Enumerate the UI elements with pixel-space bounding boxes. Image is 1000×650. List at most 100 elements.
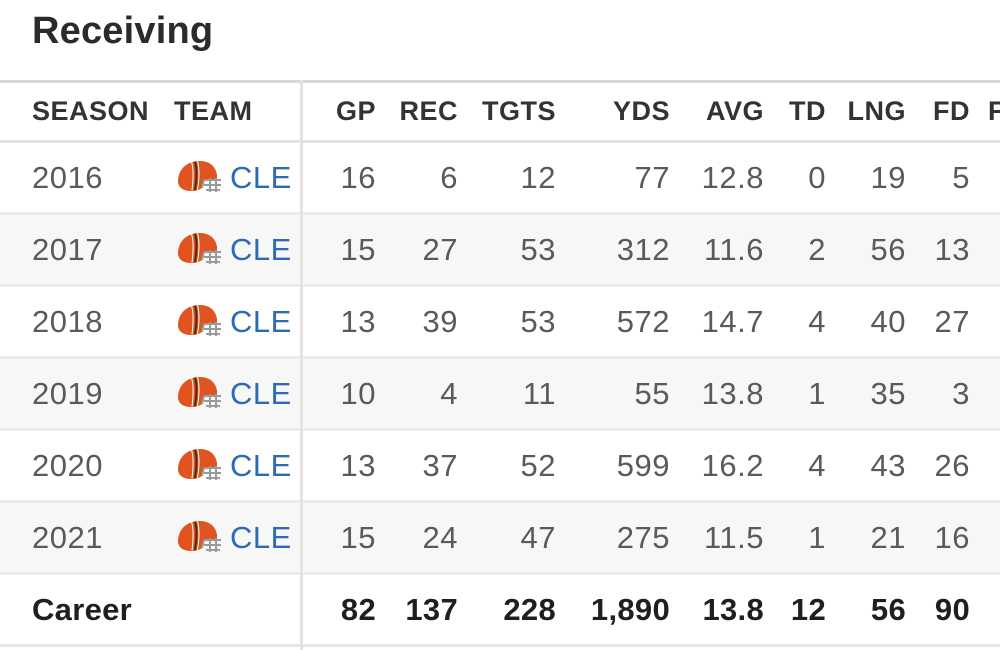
fd-cell: 16 bbox=[934, 519, 970, 555]
lng-cell: 43 bbox=[870, 447, 906, 483]
td-cell: 4 bbox=[808, 303, 826, 339]
fd-cell: 3 bbox=[952, 375, 970, 411]
yds-cell: 572 bbox=[616, 303, 670, 339]
col-header-avg[interactable]: AVG bbox=[705, 96, 764, 126]
rec-cell: 6 bbox=[440, 159, 458, 195]
gp-cell: 16 bbox=[340, 159, 376, 195]
yds-cell: 77 bbox=[634, 159, 670, 195]
yds-cell: 55 bbox=[634, 375, 670, 411]
lng-cell: 56 bbox=[870, 231, 906, 267]
col-header-team[interactable]: TEAM bbox=[174, 96, 253, 126]
col-header-rec[interactable]: REC bbox=[399, 96, 458, 126]
lng-cell: 40 bbox=[870, 303, 906, 339]
team-cell: CLE bbox=[174, 503, 302, 572]
col-header-fd[interactable]: FD bbox=[933, 96, 970, 126]
fd-cell: 26 bbox=[934, 447, 970, 483]
rec-cell: 37 bbox=[422, 447, 458, 483]
table-header-row: SEASON TEAM GP REC TGTS YDS AVG TD LNG F… bbox=[0, 80, 1000, 143]
avg-cell: 16.2 bbox=[701, 447, 764, 483]
td-cell: 1 bbox=[808, 519, 826, 555]
lng-cell: 19 bbox=[870, 159, 906, 195]
browns-helmet-icon bbox=[174, 302, 224, 342]
col-header-extra[interactable]: F bbox=[988, 96, 1000, 126]
team-link[interactable]: CLE bbox=[230, 303, 292, 339]
rec-cell: 4 bbox=[440, 375, 458, 411]
season-cell: 2018 bbox=[32, 303, 103, 339]
browns-helmet-icon bbox=[174, 230, 224, 270]
table-row: 2016 CLE 16 6 12 77 12.8 0 19 5 bbox=[0, 143, 1000, 215]
career-tgts: 228 bbox=[503, 591, 556, 627]
season-cell: 2020 bbox=[32, 447, 103, 483]
yds-cell: 275 bbox=[616, 519, 670, 555]
yds-cell: 599 bbox=[616, 447, 670, 483]
team-link[interactable]: CLE bbox=[230, 375, 292, 411]
tgts-cell: 47 bbox=[520, 519, 556, 555]
lng-cell: 35 bbox=[870, 375, 906, 411]
season-cell: 2019 bbox=[32, 375, 103, 411]
career-fd: 90 bbox=[934, 591, 970, 627]
team-cell: CLE bbox=[174, 431, 302, 500]
tgts-cell: 52 bbox=[520, 447, 556, 483]
browns-helmet-icon bbox=[174, 374, 224, 414]
col-header-td[interactable]: TD bbox=[789, 96, 826, 126]
browns-helmet-icon bbox=[174, 446, 224, 486]
gp-cell: 15 bbox=[340, 519, 376, 555]
td-cell: 4 bbox=[808, 447, 826, 483]
table-row: 2018 CLE 13 39 53 572 14.7 4 40 27 bbox=[0, 287, 1000, 359]
career-avg: 13.8 bbox=[702, 591, 764, 627]
table-row: 2017 CLE 15 27 53 312 11.6 2 56 13 bbox=[0, 215, 1000, 287]
team-cell: CLE bbox=[174, 287, 302, 356]
table-row: 2019 CLE 10 4 11 55 13.8 1 35 3 bbox=[0, 359, 1000, 431]
table-row: 2020 CLE 13 37 52 599 16.2 4 43 26 bbox=[0, 431, 1000, 503]
col-header-lng[interactable]: LNG bbox=[847, 96, 906, 126]
team-link[interactable]: CLE bbox=[230, 231, 292, 267]
gp-cell: 10 bbox=[340, 375, 376, 411]
fd-cell: 27 bbox=[934, 303, 970, 339]
fd-cell: 5 bbox=[952, 159, 970, 195]
tgts-cell: 11 bbox=[522, 375, 556, 411]
td-cell: 0 bbox=[808, 159, 826, 195]
table-row: 2021 CLE 15 24 47 275 11.5 1 21 16 bbox=[0, 503, 1000, 575]
gp-cell: 15 bbox=[340, 231, 376, 267]
fd-cell: 13 bbox=[934, 231, 970, 267]
career-td: 12 bbox=[790, 591, 826, 627]
career-rec: 137 bbox=[405, 591, 458, 627]
gp-cell: 13 bbox=[340, 303, 376, 339]
avg-cell: 11.6 bbox=[703, 231, 764, 267]
td-cell: 2 bbox=[808, 231, 826, 267]
season-cell: 2017 bbox=[32, 231, 103, 267]
receiving-stats-table: SEASON TEAM GP REC TGTS YDS AVG TD LNG F… bbox=[0, 80, 1000, 650]
career-label: Career bbox=[32, 591, 133, 627]
col-header-gp[interactable]: GP bbox=[335, 96, 376, 126]
career-totals-row: Career 82 137 228 1,890 13.8 12 56 90 bbox=[0, 575, 1000, 647]
team-link[interactable]: CLE bbox=[230, 447, 292, 483]
team-link[interactable]: CLE bbox=[230, 519, 292, 555]
team-link[interactable]: CLE bbox=[230, 159, 292, 195]
browns-helmet-icon bbox=[174, 158, 224, 198]
avg-cell: 12.8 bbox=[701, 159, 764, 195]
season-cell: 2016 bbox=[32, 159, 103, 195]
tgts-cell: 53 bbox=[520, 303, 556, 339]
avg-cell: 11.5 bbox=[703, 519, 764, 555]
td-cell: 1 bbox=[808, 375, 826, 411]
team-cell: CLE bbox=[174, 359, 302, 428]
career-gp: 82 bbox=[340, 591, 376, 627]
col-header-yds[interactable]: YDS bbox=[612, 96, 670, 126]
avg-cell: 13.8 bbox=[701, 375, 764, 411]
rec-cell: 39 bbox=[422, 303, 458, 339]
col-header-tgts[interactable]: TGTS bbox=[482, 96, 556, 126]
col-header-season[interactable]: SEASON bbox=[32, 96, 150, 126]
gp-cell: 13 bbox=[340, 447, 376, 483]
section-title: Receiving bbox=[32, 10, 214, 52]
career-yds: 1,890 bbox=[590, 591, 670, 627]
avg-cell: 14.7 bbox=[701, 303, 764, 339]
rec-cell: 27 bbox=[422, 231, 458, 267]
team-cell: CLE bbox=[174, 215, 302, 284]
yds-cell: 312 bbox=[616, 231, 670, 267]
rec-cell: 24 bbox=[422, 519, 458, 555]
career-lng: 56 bbox=[870, 591, 906, 627]
season-cell: 2021 bbox=[32, 519, 103, 555]
lng-cell: 21 bbox=[870, 519, 906, 555]
tgts-cell: 53 bbox=[520, 231, 556, 267]
frozen-column-divider bbox=[300, 80, 303, 650]
